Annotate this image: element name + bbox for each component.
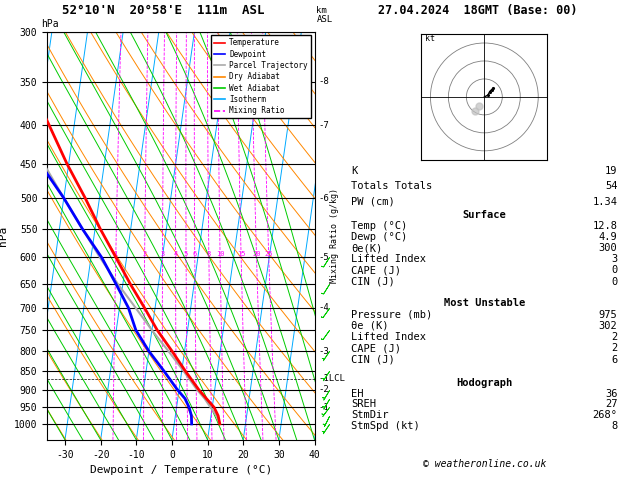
Text: 3: 3 [611, 255, 617, 264]
Text: 6: 6 [611, 355, 617, 364]
Text: 975: 975 [599, 310, 617, 320]
Text: CIN (J): CIN (J) [351, 355, 395, 364]
Text: 4: 4 [174, 251, 178, 258]
Text: 2: 2 [611, 344, 617, 353]
Text: K: K [351, 166, 357, 175]
Text: SREH: SREH [351, 399, 376, 409]
Text: 302: 302 [599, 321, 617, 331]
Text: EH: EH [351, 389, 364, 399]
Text: 2: 2 [143, 251, 147, 258]
Text: -1LCL: -1LCL [319, 374, 345, 383]
Text: 27: 27 [605, 399, 617, 409]
Text: Pressure (mb): Pressure (mb) [351, 310, 433, 320]
Text: 36: 36 [605, 389, 617, 399]
Y-axis label: hPa: hPa [0, 226, 8, 246]
Text: θe (K): θe (K) [351, 321, 389, 331]
Text: 6: 6 [192, 251, 197, 258]
Text: kt: kt [425, 34, 435, 43]
Text: 8: 8 [611, 421, 617, 431]
Text: 19: 19 [605, 166, 617, 175]
Text: -7: -7 [319, 121, 330, 130]
Text: Most Unstable: Most Unstable [443, 298, 525, 308]
Text: 300: 300 [599, 243, 617, 253]
Text: 3: 3 [160, 251, 165, 258]
Text: 0: 0 [611, 265, 617, 276]
Text: 20: 20 [252, 251, 261, 258]
Text: StmDir: StmDir [351, 410, 389, 420]
Text: Mixing Ratio (g/kg): Mixing Ratio (g/kg) [330, 188, 340, 283]
Legend: Temperature, Dewpoint, Parcel Trajectory, Dry Adiabat, Wet Adiabat, Isotherm, Mi: Temperature, Dewpoint, Parcel Trajectory… [211, 35, 311, 118]
X-axis label: Dewpoint / Temperature (°C): Dewpoint / Temperature (°C) [90, 465, 272, 475]
Text: km
ASL: km ASL [316, 6, 333, 24]
Text: -4: -4 [319, 303, 330, 312]
Text: 54: 54 [605, 181, 617, 191]
Text: -8: -8 [319, 77, 330, 87]
Text: 2: 2 [611, 332, 617, 342]
Text: -1: -1 [319, 403, 330, 412]
Text: 0: 0 [611, 277, 617, 287]
Text: 8: 8 [207, 251, 211, 258]
Text: 268°: 268° [593, 410, 617, 420]
Text: 4.9: 4.9 [599, 232, 617, 243]
Text: 12.8: 12.8 [593, 221, 617, 231]
Text: Totals Totals: Totals Totals [351, 181, 433, 191]
Text: 25: 25 [264, 251, 273, 258]
Text: 10: 10 [216, 251, 225, 258]
Text: PW (cm): PW (cm) [351, 197, 395, 207]
Text: CAPE (J): CAPE (J) [351, 344, 401, 353]
Text: Dewp (°C): Dewp (°C) [351, 232, 408, 243]
Text: Temp (°C): Temp (°C) [351, 221, 408, 231]
Text: -2: -2 [319, 385, 330, 394]
Text: Lifted Index: Lifted Index [351, 255, 426, 264]
Text: θe(K): θe(K) [351, 243, 382, 253]
Text: Hodograph: Hodograph [456, 378, 513, 388]
Text: 15: 15 [237, 251, 245, 258]
Text: 5: 5 [184, 251, 188, 258]
Text: -6: -6 [319, 193, 330, 203]
Text: -3: -3 [319, 347, 330, 356]
Text: StmSpd (kt): StmSpd (kt) [351, 421, 420, 431]
Text: hPa: hPa [41, 19, 58, 29]
Text: -5: -5 [319, 253, 330, 262]
Text: 1: 1 [114, 251, 118, 258]
Text: 1.34: 1.34 [593, 197, 617, 207]
Text: 52°10'N  20°58'E  111m  ASL: 52°10'N 20°58'E 111m ASL [62, 4, 265, 17]
Text: Surface: Surface [462, 210, 506, 220]
Text: Lifted Index: Lifted Index [351, 332, 426, 342]
Text: CIN (J): CIN (J) [351, 277, 395, 287]
Text: © weatheronline.co.uk: © weatheronline.co.uk [423, 459, 546, 469]
Text: 27.04.2024  18GMT (Base: 00): 27.04.2024 18GMT (Base: 00) [378, 4, 578, 17]
Text: CAPE (J): CAPE (J) [351, 265, 401, 276]
